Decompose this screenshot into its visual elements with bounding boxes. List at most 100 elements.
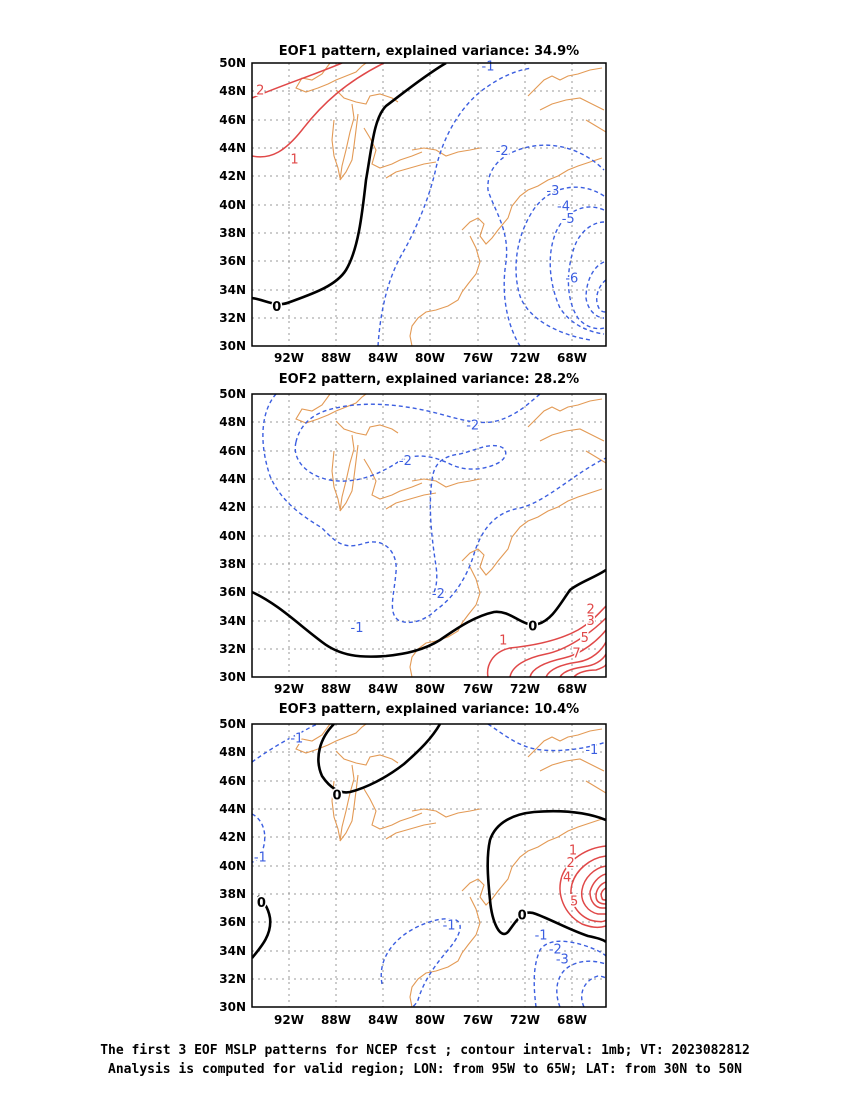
- eof3-coastlines: [295, 724, 606, 1007]
- contour-label: -1: [535, 928, 548, 943]
- eof3-contour-labels: -1 0 -1 0 -1 0 -1 -2 -3 -1 1 2 4 5: [252, 730, 599, 969]
- y-tick-label: 44N: [219, 472, 246, 486]
- x-tick-label: 92W: [274, 682, 304, 696]
- caption-line-2: Analysis is computed for valid region; L…: [108, 1062, 742, 1077]
- x-tick-label: 84W: [368, 1013, 398, 1027]
- y-tick-label: 48N: [219, 84, 246, 98]
- y-tick-label: 40N: [219, 198, 246, 212]
- eof1-grid: [252, 63, 606, 346]
- y-tick-label: 32N: [219, 972, 246, 986]
- x-tick-label: 72W: [510, 351, 540, 365]
- contour-label: -1: [585, 743, 598, 758]
- eof3-contours: [252, 724, 606, 1007]
- contour-label: 1: [290, 153, 298, 168]
- contour-label: -1: [351, 621, 364, 636]
- eof1-coastlines: [295, 63, 606, 346]
- x-tick-label: 88W: [321, 682, 351, 696]
- y-tick-label: 42N: [219, 500, 246, 514]
- eof2-grid: [252, 394, 606, 677]
- y-tick-label: 46N: [219, 113, 246, 127]
- contour-label: 5: [570, 894, 578, 909]
- y-tick-label: 50N: [219, 387, 246, 401]
- y-tick-label: 46N: [219, 774, 246, 788]
- x-tick-label: 80W: [415, 682, 445, 696]
- y-tick-label: 46N: [219, 444, 246, 458]
- contour-label: -1: [443, 918, 456, 933]
- y-tick-label: 38N: [219, 887, 246, 901]
- eof2-panel: EOF2 pattern, explained variance: 28.2% …: [219, 372, 607, 696]
- contour-label: 2: [256, 83, 264, 98]
- x-tick-label: 88W: [321, 1013, 351, 1027]
- x-tick-label: 76W: [463, 682, 493, 696]
- contour-label: -4: [557, 199, 570, 214]
- eof1-title: EOF1 pattern, explained variance: 34.9%: [279, 44, 579, 59]
- x-tick-label: 76W: [463, 351, 493, 365]
- contour-label: -3: [556, 952, 569, 967]
- eof2-contours: [252, 394, 606, 677]
- contour-label: 2: [566, 856, 574, 871]
- y-tick-label: 34N: [219, 944, 246, 958]
- y-tick-label: 48N: [219, 745, 246, 759]
- eof2-y-ticks: 50N 48N 46N 44N 42N 40N 38N 36N 34N 32N …: [219, 387, 246, 684]
- x-tick-label: 72W: [510, 1013, 540, 1027]
- eof2-coastlines: [295, 394, 606, 677]
- contour-label: 3: [587, 614, 595, 629]
- contour-label: 0: [518, 909, 527, 924]
- contour-label: -2: [496, 144, 509, 159]
- contour-label: 0: [528, 620, 537, 635]
- caption-line-1: The first 3 EOF MSLP patterns for NCEP f…: [100, 1043, 750, 1058]
- y-tick-label: 40N: [219, 529, 246, 543]
- contour-label: -5: [562, 212, 575, 227]
- y-tick-label: 48N: [219, 415, 246, 429]
- y-tick-label: 50N: [219, 56, 246, 70]
- x-tick-label: 68W: [557, 351, 587, 365]
- eof2-contour-labels: -2 -2 -2 -1 0 1 2 3 5 7: [349, 417, 596, 663]
- eof2-x-ticks: 92W 88W 84W 80W 76W 72W 68W: [274, 682, 587, 696]
- x-tick-label: 84W: [368, 682, 398, 696]
- x-tick-label: 72W: [510, 682, 540, 696]
- contour-label: 0: [332, 788, 341, 803]
- contour-label: -1: [254, 851, 267, 866]
- eof3-y-ticks: 50N 48N 46N 44N 42N 40N 38N 36N 34N 32N …: [219, 717, 246, 1014]
- y-tick-label: 42N: [219, 830, 246, 844]
- contour-label: 1: [569, 843, 577, 858]
- contour-label: 5: [581, 631, 589, 646]
- contour-label: -1: [482, 59, 495, 74]
- contour-label: 4: [563, 870, 571, 885]
- y-tick-label: 42N: [219, 169, 246, 183]
- y-tick-label: 40N: [219, 859, 246, 873]
- y-tick-label: 38N: [219, 226, 246, 240]
- eof1-y-ticks: 50N 48N 46N 44N 42N 40N 38N 36N 34N 32N …: [219, 56, 246, 353]
- x-tick-label: 92W: [274, 351, 304, 365]
- x-tick-label: 92W: [274, 1013, 304, 1027]
- eof3-panel: EOF3 pattern, explained variance: 10.4% …: [219, 702, 607, 1027]
- x-tick-label: 68W: [557, 1013, 587, 1027]
- eof3-frame: [251, 723, 607, 1008]
- contour-label: -6: [565, 272, 578, 287]
- x-tick-label: 80W: [415, 1013, 445, 1027]
- x-tick-label: 88W: [321, 351, 351, 365]
- y-tick-label: 50N: [219, 717, 246, 731]
- y-tick-label: 32N: [219, 311, 246, 325]
- y-tick-label: 36N: [219, 915, 246, 929]
- contour-label: -2: [549, 943, 562, 958]
- y-tick-label: 36N: [219, 585, 246, 599]
- x-tick-label: 68W: [557, 682, 587, 696]
- contour-label: 0: [272, 300, 281, 315]
- x-tick-label: 76W: [463, 1013, 493, 1027]
- y-tick-label: 34N: [219, 283, 246, 297]
- eof3-grid: [252, 724, 606, 1007]
- contour-label: -1: [290, 732, 303, 747]
- eof1-contour-labels: 2 1 0 -1 -2 -3 -4 -5 -6: [255, 58, 580, 317]
- contour-label: -2: [466, 419, 479, 434]
- eof2-title: EOF2 pattern, explained variance: 28.2%: [279, 372, 579, 387]
- eof1-panel: EOF1 pattern, explained variance: 34.9% …: [219, 44, 607, 365]
- y-tick-label: 30N: [219, 670, 246, 684]
- contour-label: 0: [257, 896, 266, 911]
- y-tick-label: 36N: [219, 254, 246, 268]
- eof1-contours: [252, 63, 606, 346]
- y-tick-label: 38N: [219, 557, 246, 571]
- y-tick-label: 30N: [219, 339, 246, 353]
- eof2-frame: [251, 393, 607, 678]
